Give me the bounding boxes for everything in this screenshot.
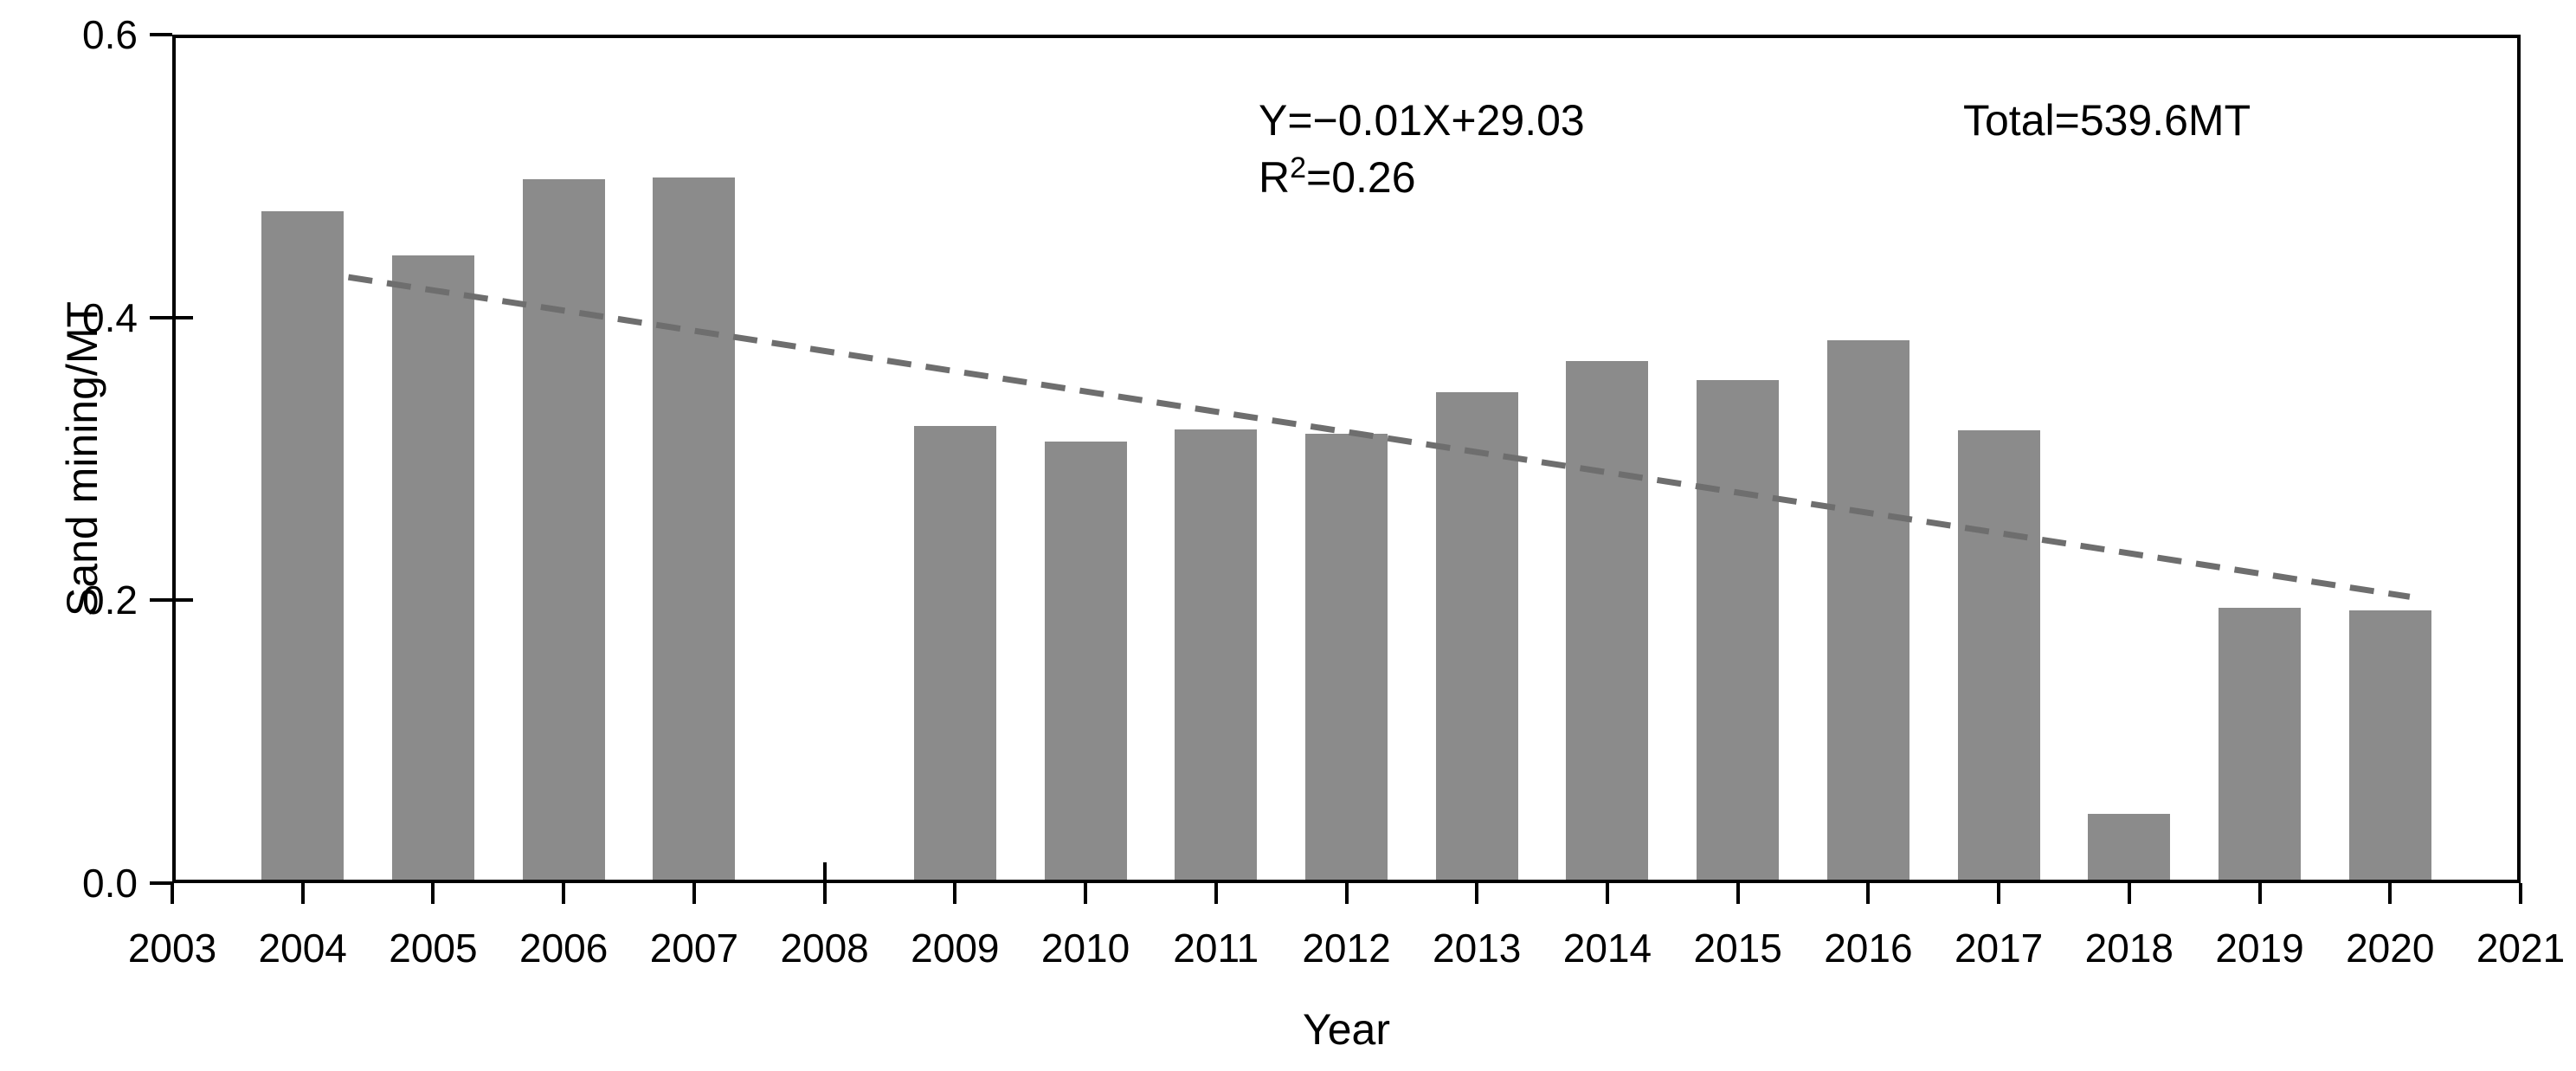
y-tick bbox=[150, 881, 172, 885]
r-squared-exponent: 2 bbox=[1290, 152, 1307, 184]
x-tick bbox=[953, 883, 957, 904]
bar-2013 bbox=[1435, 392, 1518, 883]
x-tick bbox=[300, 883, 305, 904]
bar-2011 bbox=[1175, 429, 1258, 883]
x-tick-label: 2018 bbox=[2084, 926, 2174, 971]
bar-2020 bbox=[2348, 610, 2431, 883]
r-squared-annotation: R2=0.26 bbox=[1259, 152, 1416, 203]
x-tick-label: 2013 bbox=[1433, 926, 1522, 971]
bar-2016 bbox=[1826, 339, 1909, 883]
r-squared-base: R bbox=[1259, 153, 1291, 202]
x-tick-label: 2008 bbox=[780, 926, 869, 971]
x-axis-title: Year bbox=[1302, 1005, 1391, 1054]
x-tick bbox=[171, 883, 174, 904]
x-tick-label: 2006 bbox=[518, 926, 609, 971]
x-tick-label: 2014 bbox=[1562, 926, 1652, 971]
bar-2014 bbox=[1566, 361, 1649, 883]
x-tick bbox=[1475, 883, 1479, 904]
bar-2010 bbox=[1044, 442, 1127, 883]
x-tick bbox=[1214, 883, 1218, 904]
y-tick-label: 0.4 bbox=[82, 294, 138, 340]
x-tick-label: 2017 bbox=[1954, 926, 2044, 971]
y-tick-label: 0.0 bbox=[82, 861, 138, 906]
x-tick bbox=[1084, 883, 1088, 904]
trendline bbox=[347, 274, 2411, 600]
y-tick bbox=[150, 598, 172, 603]
y-tick-inner bbox=[172, 315, 193, 319]
bar-2017 bbox=[1957, 430, 2040, 883]
x-tick bbox=[431, 883, 435, 904]
y-tick-label: 0.6 bbox=[82, 12, 138, 57]
x-tick-label: 2010 bbox=[1040, 926, 1130, 971]
x-tick-label: 2004 bbox=[258, 926, 347, 971]
x-tick bbox=[2127, 883, 2131, 904]
x-tick-label: 2016 bbox=[1824, 926, 1913, 971]
bar-2012 bbox=[1305, 433, 1388, 883]
bar-2009 bbox=[913, 426, 996, 883]
bar-2005 bbox=[391, 255, 474, 883]
x-tick bbox=[2257, 883, 2262, 904]
x-tick-label: 2020 bbox=[2346, 926, 2435, 971]
x-tick bbox=[1997, 883, 2001, 904]
bar-2006 bbox=[522, 178, 605, 883]
bar-2015 bbox=[1697, 379, 1780, 883]
x-tick-label: 2007 bbox=[649, 926, 739, 971]
y-tick bbox=[150, 33, 172, 36]
x-tick-label: 2011 bbox=[1173, 926, 1259, 971]
x-tick bbox=[1344, 883, 1349, 904]
x-tick-inner bbox=[822, 862, 827, 883]
x-tick-label: 2003 bbox=[127, 926, 217, 971]
bar-2019 bbox=[2219, 607, 2302, 883]
y-tick-label: 0.2 bbox=[82, 577, 138, 623]
bar-2004 bbox=[261, 211, 345, 883]
x-tick bbox=[2519, 883, 2522, 904]
x-tick-label: 2019 bbox=[2215, 926, 2304, 971]
x-tick bbox=[1866, 883, 1871, 904]
x-tick-label: 2012 bbox=[1302, 926, 1391, 971]
x-tick bbox=[1736, 883, 1740, 904]
bar-2018 bbox=[2088, 813, 2171, 883]
x-tick-label: 2015 bbox=[1693, 926, 1782, 971]
x-tick bbox=[822, 883, 827, 904]
trendline-equation: Y=−0.01X+29.03 bbox=[1259, 96, 1585, 145]
plot-area: Y=−0.01X+29.03 R2=0.26 Total=539.6MT 200… bbox=[82, 12, 2565, 971]
y-axis-title: Sand mining/MT bbox=[58, 300, 106, 617]
total-annotation: Total=539.6MT bbox=[1963, 96, 2251, 145]
y-tick bbox=[150, 315, 172, 319]
bar-2007 bbox=[653, 177, 736, 883]
x-tick-label: 2021 bbox=[2476, 926, 2566, 971]
y-tick-inner bbox=[172, 598, 193, 603]
x-tick bbox=[562, 883, 566, 904]
x-tick-label: 2009 bbox=[911, 926, 1000, 971]
x-tick-label: 2005 bbox=[389, 926, 478, 971]
x-tick bbox=[692, 883, 696, 904]
r-squared-value: =0.26 bbox=[1306, 153, 1416, 202]
x-tick bbox=[1605, 883, 1609, 904]
x-tick bbox=[2388, 883, 2392, 904]
